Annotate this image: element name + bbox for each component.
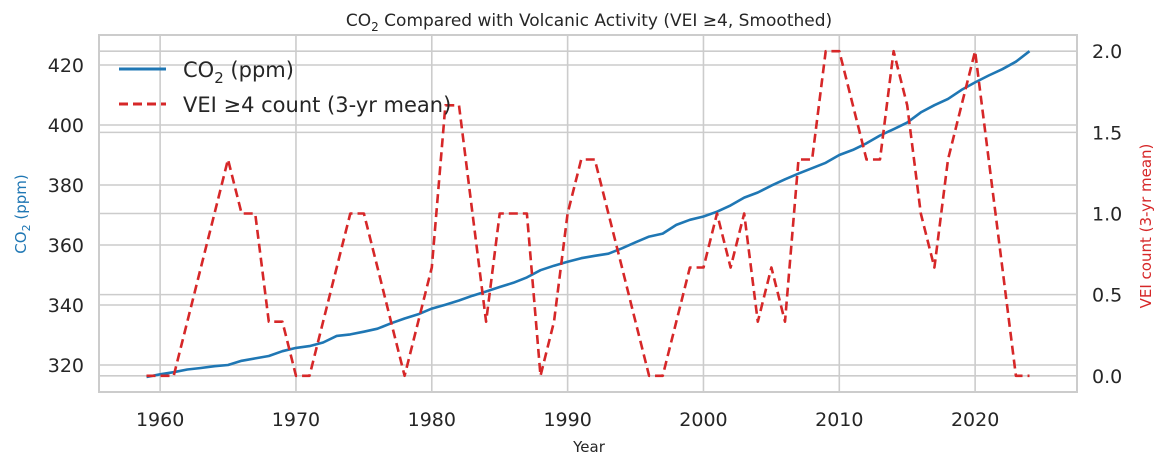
y-right-tick-label: 1.0	[1092, 204, 1122, 226]
y-left-tick-label: 420	[48, 55, 84, 77]
y-right-tick-label: 0.5	[1092, 285, 1122, 307]
y-left-tick-label: 360	[48, 235, 84, 257]
plot-frame	[98, 34, 1078, 393]
y-right-tick-label: 0.0	[1092, 366, 1122, 388]
series-layer	[146, 49, 1031, 379]
x-tick-label: 1990	[543, 409, 591, 431]
y-right-axis-label: VEI count (3-yr mean)	[1137, 144, 1155, 309]
chart-title: CO2 Compared with Volcanic Activity (VEI…	[346, 11, 832, 34]
x-axis-ticks: 1960 1970 1980 1990 2000 2010 2020	[136, 409, 999, 431]
y-left-tick-label: 400	[48, 115, 84, 137]
legend: CO2 (ppm) VEI ≥4 count (3-yr mean)	[119, 58, 451, 117]
x-tick-label: 2010	[815, 409, 863, 431]
legend-co2-label: CO2 (ppm)	[183, 58, 294, 87]
y-left-axis-ticks: 320 340 360 380 400 420	[48, 55, 84, 377]
x-axis-label: Year	[572, 438, 606, 456]
y-left-tick-label: 340	[48, 295, 84, 317]
y-right-tick-label: 2.0	[1092, 41, 1122, 63]
x-tick-label: 1960	[136, 409, 184, 431]
grid	[99, 35, 1077, 392]
x-tick-label: 1970	[272, 409, 320, 431]
y-left-tick-label: 320	[48, 355, 84, 377]
y-right-tick-label: 1.5	[1092, 122, 1122, 144]
x-tick-label: 2000	[679, 409, 727, 431]
x-tick-label: 1980	[408, 409, 456, 431]
y-left-axis-label: CO2 (ppm)	[12, 174, 33, 253]
y-left-tick-label: 380	[48, 175, 84, 197]
y-right-axis-ticks: 0.0 0.5 1.0 1.5 2.0	[1092, 41, 1122, 388]
x-tick-label: 2020	[951, 409, 999, 431]
vei-series-line	[146, 49, 1030, 378]
legend-vei-label: VEI ≥4 count (3-yr mean)	[183, 93, 451, 117]
